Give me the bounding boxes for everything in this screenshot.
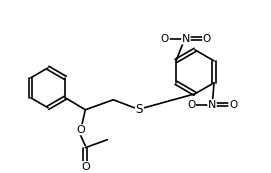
Text: S: S: [136, 103, 143, 116]
Text: O: O: [161, 34, 169, 44]
Text: O: O: [187, 100, 195, 110]
Text: O: O: [81, 162, 90, 172]
Text: O: O: [229, 100, 237, 110]
Text: O: O: [76, 125, 85, 135]
Text: N: N: [208, 100, 216, 110]
Text: O: O: [203, 34, 211, 44]
Text: N: N: [182, 34, 190, 44]
